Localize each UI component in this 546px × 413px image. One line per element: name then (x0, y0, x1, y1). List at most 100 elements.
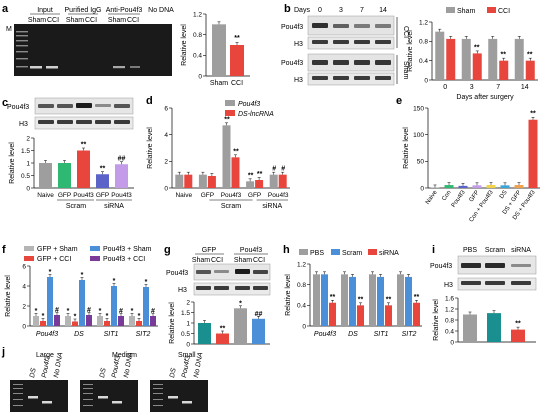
bar (511, 329, 525, 342)
panel-d: d Pou4f3 DS-lncRNA (146, 95, 274, 118)
y-axis-title: Relative level (9, 142, 16, 184)
y-tick-label: 0 (450, 339, 454, 346)
y-tick-label: 1.5 (21, 148, 30, 155)
bar (472, 185, 482, 188)
x-tick-label: SIT2 (402, 331, 417, 338)
blot-label-h3: H3 (294, 77, 303, 84)
x-tick-label: SIT2 (136, 331, 151, 338)
bar (446, 38, 456, 80)
x-tick-label: GFP (96, 192, 109, 199)
bar (115, 164, 128, 188)
significance-marker: ** (515, 321, 521, 328)
bar (129, 316, 135, 326)
panel-letter-e: e (396, 95, 402, 107)
y-tick-label: 1.2 (193, 11, 202, 18)
gel-image-small (150, 380, 208, 412)
legend-label-pou4f3-sham: Pou4f3 + Sham (103, 246, 152, 253)
lane-sham: Sham (108, 17, 126, 24)
panel-b: b Days 0 3 7 14 Pou4f3 H3 Pou4f3 H3 CCI … (281, 3, 409, 86)
x-tick-label: Pou4f3 (111, 192, 132, 199)
gel-band (98, 396, 108, 399)
condition-tag-cci: CCI (402, 26, 409, 38)
x-tick-label: DS (348, 331, 358, 338)
bar (514, 38, 524, 80)
significance-marker: # (281, 166, 285, 173)
legend-label-pou4f3: Pou4f3 (238, 101, 260, 108)
significance-marker: * (81, 272, 84, 279)
days-label: Days (294, 7, 310, 14)
panel-letter-i: i (432, 244, 435, 256)
bar (97, 316, 103, 326)
x-tick-label: 0 (443, 84, 447, 91)
significance-marker: # (87, 307, 91, 314)
significance-marker: ** (233, 148, 239, 155)
lane-label: DS (29, 367, 38, 378)
significance-marker: ** (248, 172, 254, 179)
legend-swatch-gfp-cci (24, 256, 34, 261)
significance-marker: ** (414, 294, 420, 301)
gel-image-medium (80, 380, 138, 412)
bar (96, 174, 109, 188)
bar (198, 174, 207, 188)
y-tick-label: 0.4 (297, 303, 306, 310)
blot-label-h3: H3 (444, 282, 453, 289)
legend-label-scram: Scram (342, 250, 362, 257)
group-label-gfp: GFP (202, 247, 217, 254)
bar (341, 274, 348, 326)
significance-marker: * (74, 314, 77, 321)
legend-swatch-gfp-sham (24, 246, 34, 251)
significance-marker: ** (501, 52, 507, 59)
blot-label-pou4f3: Pou4f3 (281, 60, 303, 67)
blot-label-h3: H3 (294, 41, 303, 48)
x-tick-label: Naive (425, 189, 439, 206)
y-tick-label: 0.8 (419, 39, 428, 46)
y-tick-label: 1 (26, 160, 30, 167)
gel-band (168, 396, 178, 399)
bar (458, 185, 468, 188)
bar (528, 119, 538, 188)
bar (234, 308, 247, 344)
y-axis-title: Relative level (147, 127, 154, 169)
bar (397, 274, 404, 326)
significance-marker: * (131, 308, 134, 315)
group-label: siRNA (104, 203, 124, 210)
y-axis-title: Relative level (433, 299, 440, 341)
bar (47, 277, 53, 326)
y-tick-label: 1.2 (445, 306, 454, 313)
x-tick-label: GFP (248, 192, 261, 199)
bar (136, 321, 142, 326)
panel-letter-h: h (283, 244, 290, 256)
x-tick-label: Pou4f3 (268, 192, 289, 199)
day-14: 14 (379, 7, 387, 14)
bar (472, 53, 482, 80)
panel-letter-j: j (1, 346, 5, 358)
day-0: 0 (318, 7, 322, 14)
y-tick-label: 0.8 (297, 282, 306, 289)
x-tick-label: Con (441, 190, 452, 202)
marker-label: M (6, 26, 12, 33)
panel-h: h PBS Scram siRNA (283, 244, 399, 257)
x-tick-label: Pou4f3 (36, 331, 58, 338)
x-tick-label: Pou4f3 (451, 189, 467, 209)
bar (54, 315, 60, 326)
x-tick-label: Pou4f3 (221, 192, 242, 199)
y-axis-title: Relative level (403, 127, 410, 169)
x-tick-label: 14 (521, 84, 529, 91)
panel-c: c Pou4f3 H3 (2, 97, 134, 130)
bar (77, 150, 90, 188)
day-7: 7 (360, 7, 364, 14)
legend-label-ds-lncrna: DS-lncRNA (238, 111, 274, 118)
blot-bands-c (38, 103, 130, 124)
bar (430, 187, 440, 188)
bar (33, 316, 39, 326)
x-tick-label: 3 (470, 84, 474, 91)
significance-marker: * (49, 269, 52, 276)
significance-marker: ** (330, 294, 336, 301)
y-tick-label: 0.4 (445, 328, 454, 335)
bar (65, 316, 71, 326)
bar (175, 174, 184, 188)
gel-title-large: Large (36, 352, 54, 359)
y-tick-label: 0.5 (181, 331, 190, 338)
bar (207, 176, 216, 188)
